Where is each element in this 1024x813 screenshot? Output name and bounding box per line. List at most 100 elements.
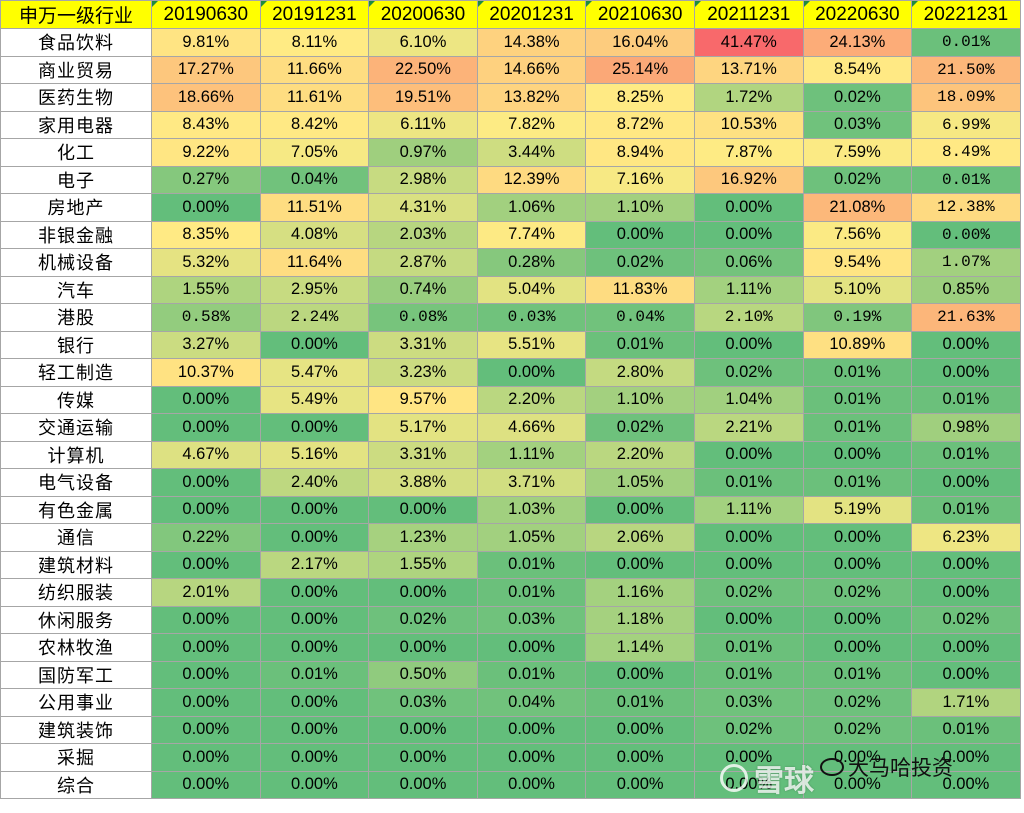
value-cell: 7.74% [476, 220, 587, 249]
table-row: 港股 0.58% 2.24% 0.08% 0.03% 0.04% 2.10% 0.19% 21.… [0, 303, 1021, 332]
value-cell: 6.99% [911, 110, 1021, 139]
value-cell: 21.63% [911, 303, 1021, 332]
value-cell: 0.01% [259, 660, 370, 689]
value-cell: 1.05% [585, 468, 695, 497]
holdings-heatmap-table: 申万一级行业 20190630 20191231 20200630 202012… [0, 0, 1021, 799]
comment-marker-icon [695, 1, 701, 7]
value-cell: 0.00% [585, 220, 695, 249]
value-cell: 1.72% [693, 83, 804, 112]
value-cell: 0.28% [476, 248, 587, 277]
value-cell: 1.71% [911, 688, 1021, 717]
value-cell: 14.66% [476, 55, 587, 84]
industry-name-cell: 交通运输 [0, 413, 152, 442]
value-cell: 0.00% [693, 743, 804, 772]
value-cell: 5.04% [476, 275, 587, 304]
value-cell: 0.98% [911, 413, 1021, 442]
table-row: 农林牧渔 0.00% 0.00% 0.00% 0.00% 1.14% 0.01% 0.00% 0… [0, 633, 1021, 662]
table-body: 食品饮料 9.81% 8.11% 6.10% 14.38% 16.04% 41.47% 24.… [0, 28, 1021, 799]
value-cell: 6.11% [368, 110, 478, 139]
comment-marker-icon [804, 1, 810, 7]
value-cell: 0.00% [911, 468, 1021, 497]
industry-name-cell: 港股 [0, 303, 152, 332]
value-cell: 0.01% [911, 28, 1021, 57]
value-cell: 0.00% [259, 743, 370, 772]
value-cell: 0.00% [259, 495, 370, 524]
value-cell: 1.11% [476, 440, 587, 469]
value-cell: 1.16% [585, 578, 695, 607]
table-row: 房地产 0.00% 11.51% 4.31% 1.06% 1.10% 0.00% 21.08%… [0, 193, 1021, 222]
value-cell: 0.00% [585, 660, 695, 689]
value-cell: 0.01% [585, 330, 695, 359]
industry-name-cell: 通信 [0, 523, 152, 552]
value-cell: 0.01% [802, 413, 913, 442]
value-cell: 0.02% [693, 715, 804, 744]
value-cell: 2.40% [259, 468, 370, 497]
table-row: 汽车 1.55% 2.95% 0.74% 5.04% 11.83% 1.11% 5.10% 0.… [0, 275, 1021, 304]
value-cell: 1.03% [476, 495, 587, 524]
table-row: 食品饮料 9.81% 8.11% 6.10% 14.38% 16.04% 41.47% 24.… [0, 28, 1021, 57]
industry-name-cell: 汽车 [0, 275, 152, 304]
value-cell: 0.00% [259, 413, 370, 442]
value-cell: 10.37% [151, 358, 261, 387]
value-cell: 4.31% [368, 193, 478, 222]
value-cell: 0.00% [693, 220, 804, 249]
value-cell: 2.87% [368, 248, 478, 277]
value-cell: 16.92% [693, 165, 804, 194]
value-cell: 0.00% [693, 193, 804, 222]
value-cell: 0.00% [476, 633, 587, 662]
header-date: 20190630 [151, 0, 261, 29]
value-cell: 0.06% [693, 248, 804, 277]
value-cell: 0.03% [476, 303, 587, 332]
value-cell: 7.59% [802, 138, 913, 167]
industry-name-cell: 银行 [0, 330, 152, 359]
table-row: 机械设备 5.32% 11.64% 2.87% 0.28% 0.02% 0.06% 9.54%… [0, 248, 1021, 277]
value-cell: 9.57% [368, 385, 478, 414]
table-row: 建筑材料 0.00% 2.17% 1.55% 0.01% 0.00% 0.00% 0.00% 0… [0, 550, 1021, 579]
value-cell: 0.00% [693, 523, 804, 552]
value-cell: 9.54% [802, 248, 913, 277]
value-cell: 3.31% [368, 330, 478, 359]
value-cell: 0.00% [151, 660, 261, 689]
value-cell: 5.17% [368, 413, 478, 442]
value-cell: 0.00% [368, 495, 478, 524]
value-cell: 0.00% [151, 633, 261, 662]
value-cell: 0.01% [911, 165, 1021, 194]
value-cell: 0.00% [368, 633, 478, 662]
value-cell: 0.00% [802, 440, 913, 469]
value-cell: 2.03% [368, 220, 478, 249]
value-cell: 13.71% [693, 55, 804, 84]
value-cell: 0.00% [802, 633, 913, 662]
table-row: 电气设备 0.00% 2.40% 3.88% 3.71% 1.05% 0.01% 0.01% 0… [0, 468, 1021, 497]
comment-marker-icon [478, 1, 484, 7]
table-row: 有色金属 0.00% 0.00% 0.00% 1.03% 0.00% 1.11% 5.19% 0… [0, 495, 1021, 524]
value-cell: 0.03% [693, 688, 804, 717]
value-cell: 0.01% [585, 688, 695, 717]
value-cell: 8.11% [259, 28, 370, 57]
value-cell: 8.25% [585, 83, 695, 112]
value-cell: 22.50% [368, 55, 478, 84]
value-cell: 5.49% [259, 385, 370, 414]
value-cell: 0.00% [476, 715, 587, 744]
value-cell: 0.00% [911, 770, 1021, 799]
value-cell: 0.00% [151, 605, 261, 634]
comment-marker-icon [152, 1, 158, 7]
value-cell: 19.51% [368, 83, 478, 112]
value-cell: 0.00% [259, 523, 370, 552]
table-row: 医药生物 18.66% 11.61% 19.51% 13.82% 8.25% 1.72% 0.… [0, 83, 1021, 112]
value-cell: 0.04% [259, 165, 370, 194]
table-row: 公用事业 0.00% 0.00% 0.03% 0.04% 0.01% 0.03% 0.02% 1… [0, 688, 1021, 717]
value-cell: 3.23% [368, 358, 478, 387]
value-cell: 12.39% [476, 165, 587, 194]
value-cell: 4.66% [476, 413, 587, 442]
value-cell: 0.02% [802, 688, 913, 717]
value-cell: 0.00% [911, 220, 1021, 249]
value-cell: 3.44% [476, 138, 587, 167]
value-cell: 8.43% [151, 110, 261, 139]
value-cell: 18.09% [911, 83, 1021, 112]
value-cell: 5.16% [259, 440, 370, 469]
value-cell: 5.51% [476, 330, 587, 359]
value-cell: 0.00% [693, 550, 804, 579]
value-cell: 0.00% [802, 743, 913, 772]
value-cell: 2.01% [151, 578, 261, 607]
value-cell: 1.23% [368, 523, 478, 552]
